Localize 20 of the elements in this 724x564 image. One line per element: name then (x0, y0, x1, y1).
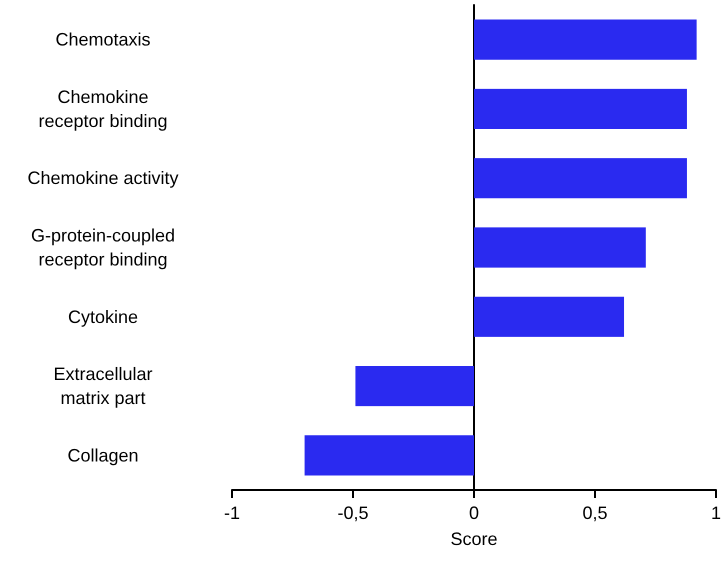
bar (474, 20, 697, 60)
y-tick-label: Chemokine receptor binding (38, 86, 168, 131)
bar (474, 88, 687, 130)
y-tick-label: Chemokine activity (27, 168, 179, 188)
bar (474, 227, 646, 268)
y-tick-label: Extracellular matrix part (53, 364, 153, 408)
y-tick-label: Cytokine (68, 306, 138, 327)
y-tick-label: Collagen (67, 445, 139, 466)
x-tick-label: -1 (224, 503, 240, 523)
x-tick-label: 0 (468, 503, 480, 523)
bar (355, 366, 474, 406)
y-tick-label: Chemotaxis (55, 30, 151, 50)
x-tick-label: 0,5 (582, 503, 608, 523)
x-axis-title: Score (450, 529, 498, 549)
x-tick-label: 1 (710, 503, 721, 523)
bar (304, 435, 474, 476)
bar (474, 296, 624, 337)
x-tick-label: -0,5 (337, 503, 369, 523)
bar (474, 158, 687, 198)
y-tick-label: G-protein-coupled receptor binding (30, 226, 176, 270)
